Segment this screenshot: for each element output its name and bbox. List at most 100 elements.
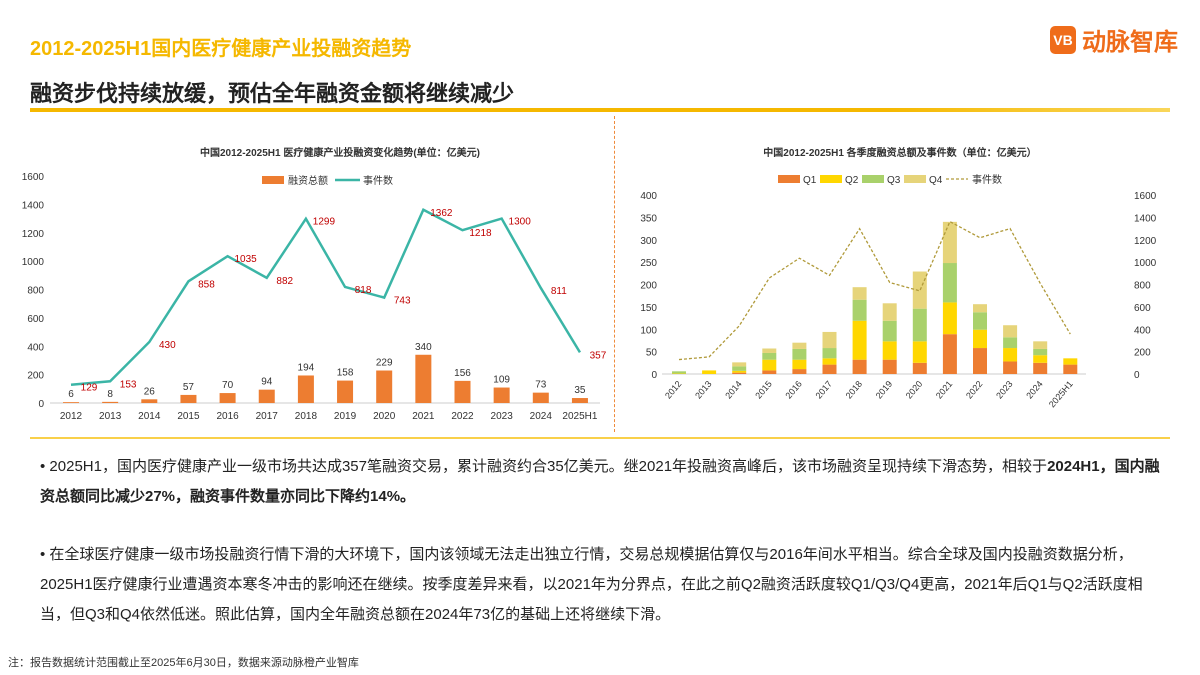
bar-segment-q2 bbox=[1033, 355, 1048, 363]
line-value-label: 1362 bbox=[430, 208, 453, 219]
y-right-tick-label: 0 bbox=[1134, 370, 1140, 381]
bar-segment-q2 bbox=[942, 302, 957, 335]
x-tick-label: 2022 bbox=[451, 411, 474, 422]
line-value-label: 743 bbox=[394, 296, 411, 307]
bar-segment-q4 bbox=[732, 362, 747, 367]
bar-segment-q2 bbox=[822, 358, 837, 365]
x-tick-label: 2025H1 bbox=[1047, 379, 1075, 410]
bar bbox=[102, 401, 119, 403]
bar-segment-q3 bbox=[942, 263, 957, 303]
bar-segment-q1 bbox=[792, 369, 807, 374]
chart-1-title: 中国2012-2025H1 医疗健康产业投融资变化趋势(单位：亿美元) bbox=[200, 146, 480, 159]
bar-segment-q2 bbox=[792, 359, 807, 370]
header-divider bbox=[30, 108, 1170, 112]
bar bbox=[571, 398, 588, 403]
y-left-tick-label: 250 bbox=[640, 258, 657, 269]
y-tick-label: 1200 bbox=[22, 229, 45, 240]
bar-segment-q4 bbox=[942, 221, 957, 264]
legend-label: Q4 bbox=[929, 175, 943, 186]
bar-segment-q4 bbox=[762, 348, 777, 353]
bar-segment-q4 bbox=[912, 271, 927, 309]
legend-label: Q1 bbox=[803, 175, 817, 186]
bar bbox=[337, 380, 354, 403]
legend-label: 事件数 bbox=[972, 173, 1002, 186]
slide-subtitle: 融资步伐持续放缓，预估全年融资金额将继续减少 bbox=[30, 81, 515, 106]
bar bbox=[219, 393, 236, 403]
y-left-tick-label: 400 bbox=[640, 191, 657, 202]
y-tick-label: 400 bbox=[27, 342, 44, 353]
x-tick-label: 2012 bbox=[60, 411, 83, 422]
x-tick-label: 2025H1 bbox=[562, 411, 597, 422]
bullet-1-bold: 2024H1，国内融资总额同比减少27%，融资事件数量亦同比下降约14%。 bbox=[40, 458, 1160, 505]
bar-value-label: 156 bbox=[454, 368, 471, 379]
x-tick-label: 2013 bbox=[99, 411, 122, 422]
bar-segment-q2 bbox=[852, 320, 867, 360]
legend-swatch-q3 bbox=[862, 175, 884, 183]
bar-segment-q2 bbox=[1063, 358, 1078, 365]
event-count-dashed-line bbox=[678, 220, 1071, 361]
y-left-tick-label: 350 bbox=[640, 213, 657, 224]
legend-swatch-q2 bbox=[820, 175, 842, 183]
bar-segment-q4 bbox=[1033, 341, 1048, 349]
bar-segment-q3 bbox=[822, 348, 837, 359]
bar-segment-q2 bbox=[732, 370, 747, 373]
y-left-tick-label: 100 bbox=[640, 325, 657, 336]
bar-value-label: 109 bbox=[493, 375, 510, 386]
line-value-label: 1035 bbox=[234, 254, 257, 265]
y-tick-label: 1400 bbox=[22, 200, 45, 211]
x-tick-label: 2016 bbox=[216, 411, 239, 422]
y-right-tick-label: 1000 bbox=[1134, 258, 1157, 269]
y-right-tick-label: 600 bbox=[1134, 303, 1151, 314]
legend-label: Q3 bbox=[887, 175, 901, 186]
bar-segment-q3 bbox=[762, 352, 777, 360]
x-tick-label: 2014 bbox=[723, 379, 744, 401]
bar bbox=[376, 370, 393, 403]
x-tick-label: 2019 bbox=[334, 411, 357, 422]
bar-segment-q2 bbox=[882, 341, 897, 360]
bar-segment-q3 bbox=[1033, 348, 1048, 356]
bar-segment-q2 bbox=[702, 370, 717, 374]
bar-value-label: 35 bbox=[574, 385, 586, 396]
line-value-label: 129 bbox=[81, 383, 98, 394]
bar-value-label: 57 bbox=[183, 382, 195, 393]
x-tick-label: 2020 bbox=[373, 411, 396, 422]
bar-segment-q1 bbox=[942, 334, 957, 374]
bar-segment-q4 bbox=[973, 304, 987, 313]
bar-value-label: 340 bbox=[415, 342, 432, 353]
bullet-1: • 2025H1，国内医疗健康产业一级市场共达成357笔融资交易，累计融资约合3… bbox=[40, 452, 1170, 512]
y-right-tick-label: 400 bbox=[1134, 325, 1151, 336]
bar-segment-q2 bbox=[912, 341, 927, 363]
bar-value-label: 158 bbox=[337, 368, 354, 379]
x-tick-label: 2021 bbox=[412, 411, 435, 422]
legend-swatch-q4 bbox=[904, 175, 926, 183]
line-value-label: 1300 bbox=[509, 217, 532, 228]
section-divider bbox=[30, 437, 1170, 439]
bar bbox=[415, 354, 432, 403]
legend-swatch-q1 bbox=[778, 175, 800, 183]
bar bbox=[493, 387, 510, 403]
bar-segment-q1 bbox=[912, 362, 927, 374]
bar-segment-q3 bbox=[792, 348, 807, 360]
bar-segment-q3 bbox=[672, 371, 686, 374]
bar-segment-q3 bbox=[882, 320, 897, 342]
y-tick-label: 0 bbox=[38, 399, 44, 410]
y-right-tick-label: 1200 bbox=[1134, 236, 1157, 247]
y-right-tick-label: 1600 bbox=[1134, 191, 1157, 202]
x-tick-label: 2015 bbox=[177, 411, 200, 422]
x-tick-label: 2021 bbox=[934, 379, 955, 401]
footnote: 注：报告数据统计范围截止至2025年6月30日，数据来源动脉橙产业智库 bbox=[8, 657, 359, 669]
x-tick-label: 2022 bbox=[964, 379, 985, 401]
x-tick-label: 2017 bbox=[256, 411, 279, 422]
y-tick-label: 1000 bbox=[22, 257, 45, 268]
bar bbox=[454, 380, 471, 403]
legend-label: 融资总额 bbox=[288, 174, 328, 187]
bar bbox=[141, 399, 158, 403]
x-tick-label: 2019 bbox=[874, 379, 895, 401]
y-tick-label: 600 bbox=[27, 314, 44, 325]
bar-value-label: 73 bbox=[535, 380, 547, 391]
bar-value-label: 8 bbox=[107, 389, 113, 400]
bar-segment-q1 bbox=[1003, 361, 1018, 374]
bar-segment-q1 bbox=[1063, 364, 1078, 374]
x-tick-label: 2013 bbox=[693, 379, 714, 401]
